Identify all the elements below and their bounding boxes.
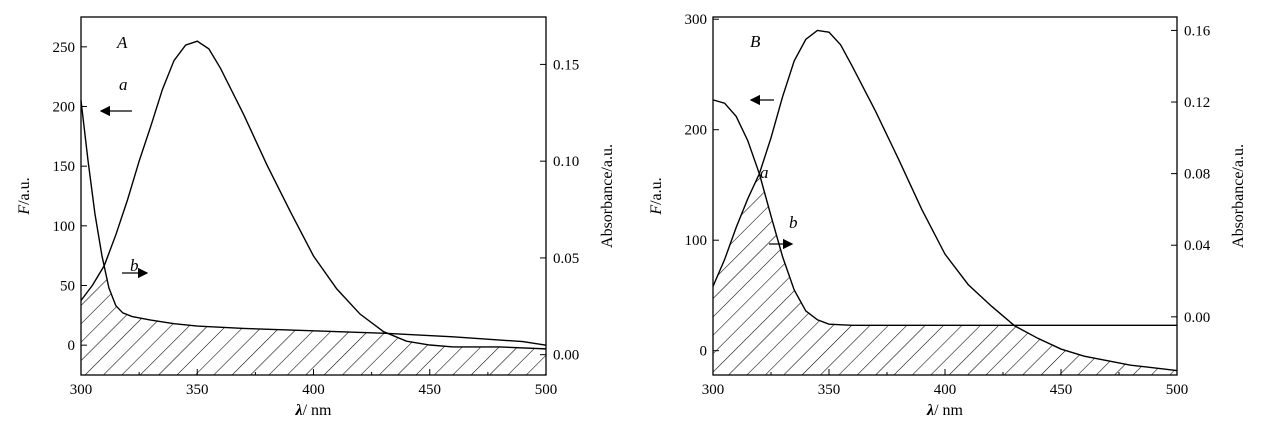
x-axis-unit: / nm (303, 402, 332, 419)
y2-axis-label: Absorbance/a.u. (599, 144, 616, 248)
y2-tick-label: 0.04 (1184, 238, 1211, 254)
y2-tick-label: 0.08 (1184, 167, 1210, 183)
y-tick-label: 50 (60, 279, 75, 295)
y2-tick-label: 0.00 (1184, 310, 1210, 326)
y-tick-label: 300 (685, 12, 708, 28)
y2-tick-label: 0.05 (553, 251, 579, 267)
y-tick-label: 0 (700, 344, 708, 360)
chart-panel-b: 300 350 400 450 500 0 100 200 300 0.00 0.04 0.08 0.1… (648, 12, 1247, 419)
y-axis-unit: /a.u. (648, 177, 665, 205)
y2-tick-label: 0.15 (553, 57, 579, 73)
y-tick-label: 0 (68, 338, 76, 354)
overlap-shaded-area (713, 173, 1177, 375)
x-tick-label: 500 (1166, 382, 1189, 398)
y2-tick-label: 0.00 (553, 348, 579, 364)
y-tick-label: 250 (53, 40, 76, 56)
panel-label: A (116, 33, 128, 52)
x-tick-label: 500 (535, 382, 558, 398)
y2-tick-label: 0.16 (1184, 23, 1211, 39)
series-label-b: b (789, 213, 798, 232)
y-axis-symbol: F (16, 205, 33, 216)
x-tick-label: 300 (70, 382, 93, 398)
y-tick-label: 150 (53, 159, 76, 175)
x-axis-symbol: λ (926, 402, 934, 419)
series-label-a: a (119, 75, 128, 94)
x-axis-label: λ/ nm (295, 402, 333, 419)
series-line-b (80, 40, 547, 350)
x-tick-label: 400 (302, 382, 325, 398)
x-tick-label: 450 (1050, 382, 1073, 398)
y-axis-symbol: F (648, 205, 665, 216)
y-tick-label: 100 (685, 233, 708, 249)
y2-tick-label: 0.10 (553, 154, 579, 170)
x-tick-label: 350 (818, 382, 841, 398)
x-axis-unit: / nm (934, 402, 963, 419)
series-label-a: a (760, 163, 769, 182)
x-tick-label: 350 (186, 382, 209, 398)
overlap-shaded-area (81, 266, 546, 375)
series-line-a (80, 100, 547, 346)
y-axis-label: F/a.u. (648, 177, 665, 215)
x-tick-label: 450 (419, 382, 442, 398)
y-tick-label: 100 (53, 219, 76, 235)
y-tick-label: 200 (685, 123, 708, 139)
x-tick-label: 300 (702, 382, 725, 398)
panel-label: B (750, 32, 761, 51)
x-axis-label: λ/ nm (926, 402, 964, 419)
series-line-b (712, 29, 1178, 372)
y2-tick-label: 0.12 (1184, 95, 1210, 111)
chart-panel-a: 300 350 400 450 500 0 50 100 150 200 250 0.00 0.05 0.… (16, 16, 616, 419)
y-tick-label: 200 (53, 100, 76, 116)
y-axis-label: F/a.u. (16, 177, 33, 215)
y-axis-unit: /a.u. (16, 177, 33, 205)
series-label-b: b (130, 256, 139, 275)
x-axis-symbol: λ (295, 402, 303, 419)
x-tick-label: 400 (934, 382, 957, 398)
series-line-a (712, 99, 1177, 326)
y2-axis-label: Absorbance/a.u. (1230, 144, 1247, 248)
